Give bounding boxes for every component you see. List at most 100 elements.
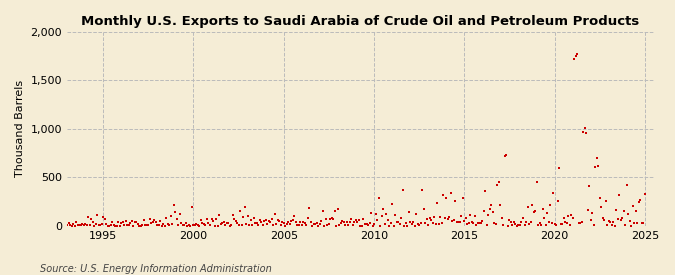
Point xyxy=(84,223,95,228)
Point xyxy=(560,220,570,224)
Point xyxy=(86,216,97,221)
Point xyxy=(241,222,252,227)
Point xyxy=(117,220,128,224)
Point xyxy=(533,223,543,228)
Point xyxy=(492,183,503,187)
Point xyxy=(453,220,464,224)
Point xyxy=(556,221,566,226)
Point xyxy=(238,215,248,219)
Point xyxy=(175,211,186,216)
Point xyxy=(170,210,181,214)
Point xyxy=(334,223,345,227)
Point xyxy=(140,222,151,227)
Point xyxy=(516,219,527,224)
Point xyxy=(632,221,643,226)
Point xyxy=(209,223,220,228)
Point xyxy=(340,223,351,228)
Point xyxy=(236,223,247,227)
Point xyxy=(307,223,318,228)
Point xyxy=(570,54,581,58)
Point xyxy=(308,222,319,226)
Point xyxy=(262,222,273,226)
Point xyxy=(557,222,568,226)
Point xyxy=(446,191,456,195)
Point xyxy=(393,220,404,225)
Point xyxy=(180,221,191,225)
Point xyxy=(124,223,134,227)
Point xyxy=(119,223,130,227)
Point xyxy=(506,220,516,225)
Point xyxy=(286,219,296,224)
Point xyxy=(448,218,459,223)
Point xyxy=(637,221,647,225)
Point xyxy=(69,224,80,228)
Point xyxy=(475,220,486,225)
Point xyxy=(321,217,331,221)
Point xyxy=(611,208,622,213)
Point xyxy=(442,217,453,221)
Point xyxy=(633,200,644,204)
Point xyxy=(252,223,263,228)
Point xyxy=(103,224,113,228)
Point xyxy=(500,153,510,158)
Point xyxy=(263,219,274,223)
Point xyxy=(563,213,574,218)
Point xyxy=(399,224,410,228)
Point xyxy=(608,219,619,224)
Point xyxy=(547,191,558,196)
Point xyxy=(137,223,148,227)
Point xyxy=(182,223,193,228)
Point xyxy=(528,210,539,214)
Point xyxy=(152,222,163,227)
Point xyxy=(61,222,72,227)
Point xyxy=(179,222,190,227)
Point xyxy=(232,221,242,226)
Point xyxy=(572,52,583,56)
Point xyxy=(350,218,361,222)
Point xyxy=(274,219,285,223)
Point xyxy=(479,209,489,213)
Point xyxy=(558,215,569,220)
Point xyxy=(400,221,411,225)
Point xyxy=(356,224,367,228)
Point xyxy=(211,217,221,221)
Point xyxy=(169,203,180,207)
Point xyxy=(221,221,232,225)
Point xyxy=(283,220,294,224)
Point xyxy=(131,220,142,224)
Point xyxy=(213,213,224,217)
Point xyxy=(438,193,449,198)
Point xyxy=(99,217,110,221)
Point xyxy=(167,222,178,226)
Point xyxy=(405,220,416,224)
Point xyxy=(311,221,322,225)
Point xyxy=(551,223,562,227)
Point xyxy=(344,220,355,224)
Point xyxy=(412,221,423,226)
Point xyxy=(151,220,161,224)
Point xyxy=(415,221,426,226)
Point xyxy=(531,179,542,184)
Point xyxy=(543,219,554,224)
Point xyxy=(638,221,649,226)
Point xyxy=(622,183,632,187)
Point xyxy=(468,221,479,226)
Point xyxy=(288,218,298,222)
Point xyxy=(348,222,358,227)
Point xyxy=(277,219,288,224)
Point xyxy=(429,215,439,220)
Point xyxy=(78,223,89,227)
Point xyxy=(501,153,512,157)
Point xyxy=(519,223,530,228)
Point xyxy=(362,223,373,227)
Point xyxy=(536,223,547,227)
Point xyxy=(206,217,217,221)
Point xyxy=(486,203,497,208)
Point xyxy=(596,204,607,209)
Point xyxy=(97,222,107,226)
Point xyxy=(251,221,262,225)
Point xyxy=(190,223,200,227)
Point xyxy=(196,218,207,222)
Point xyxy=(301,223,312,227)
Point xyxy=(552,199,563,203)
